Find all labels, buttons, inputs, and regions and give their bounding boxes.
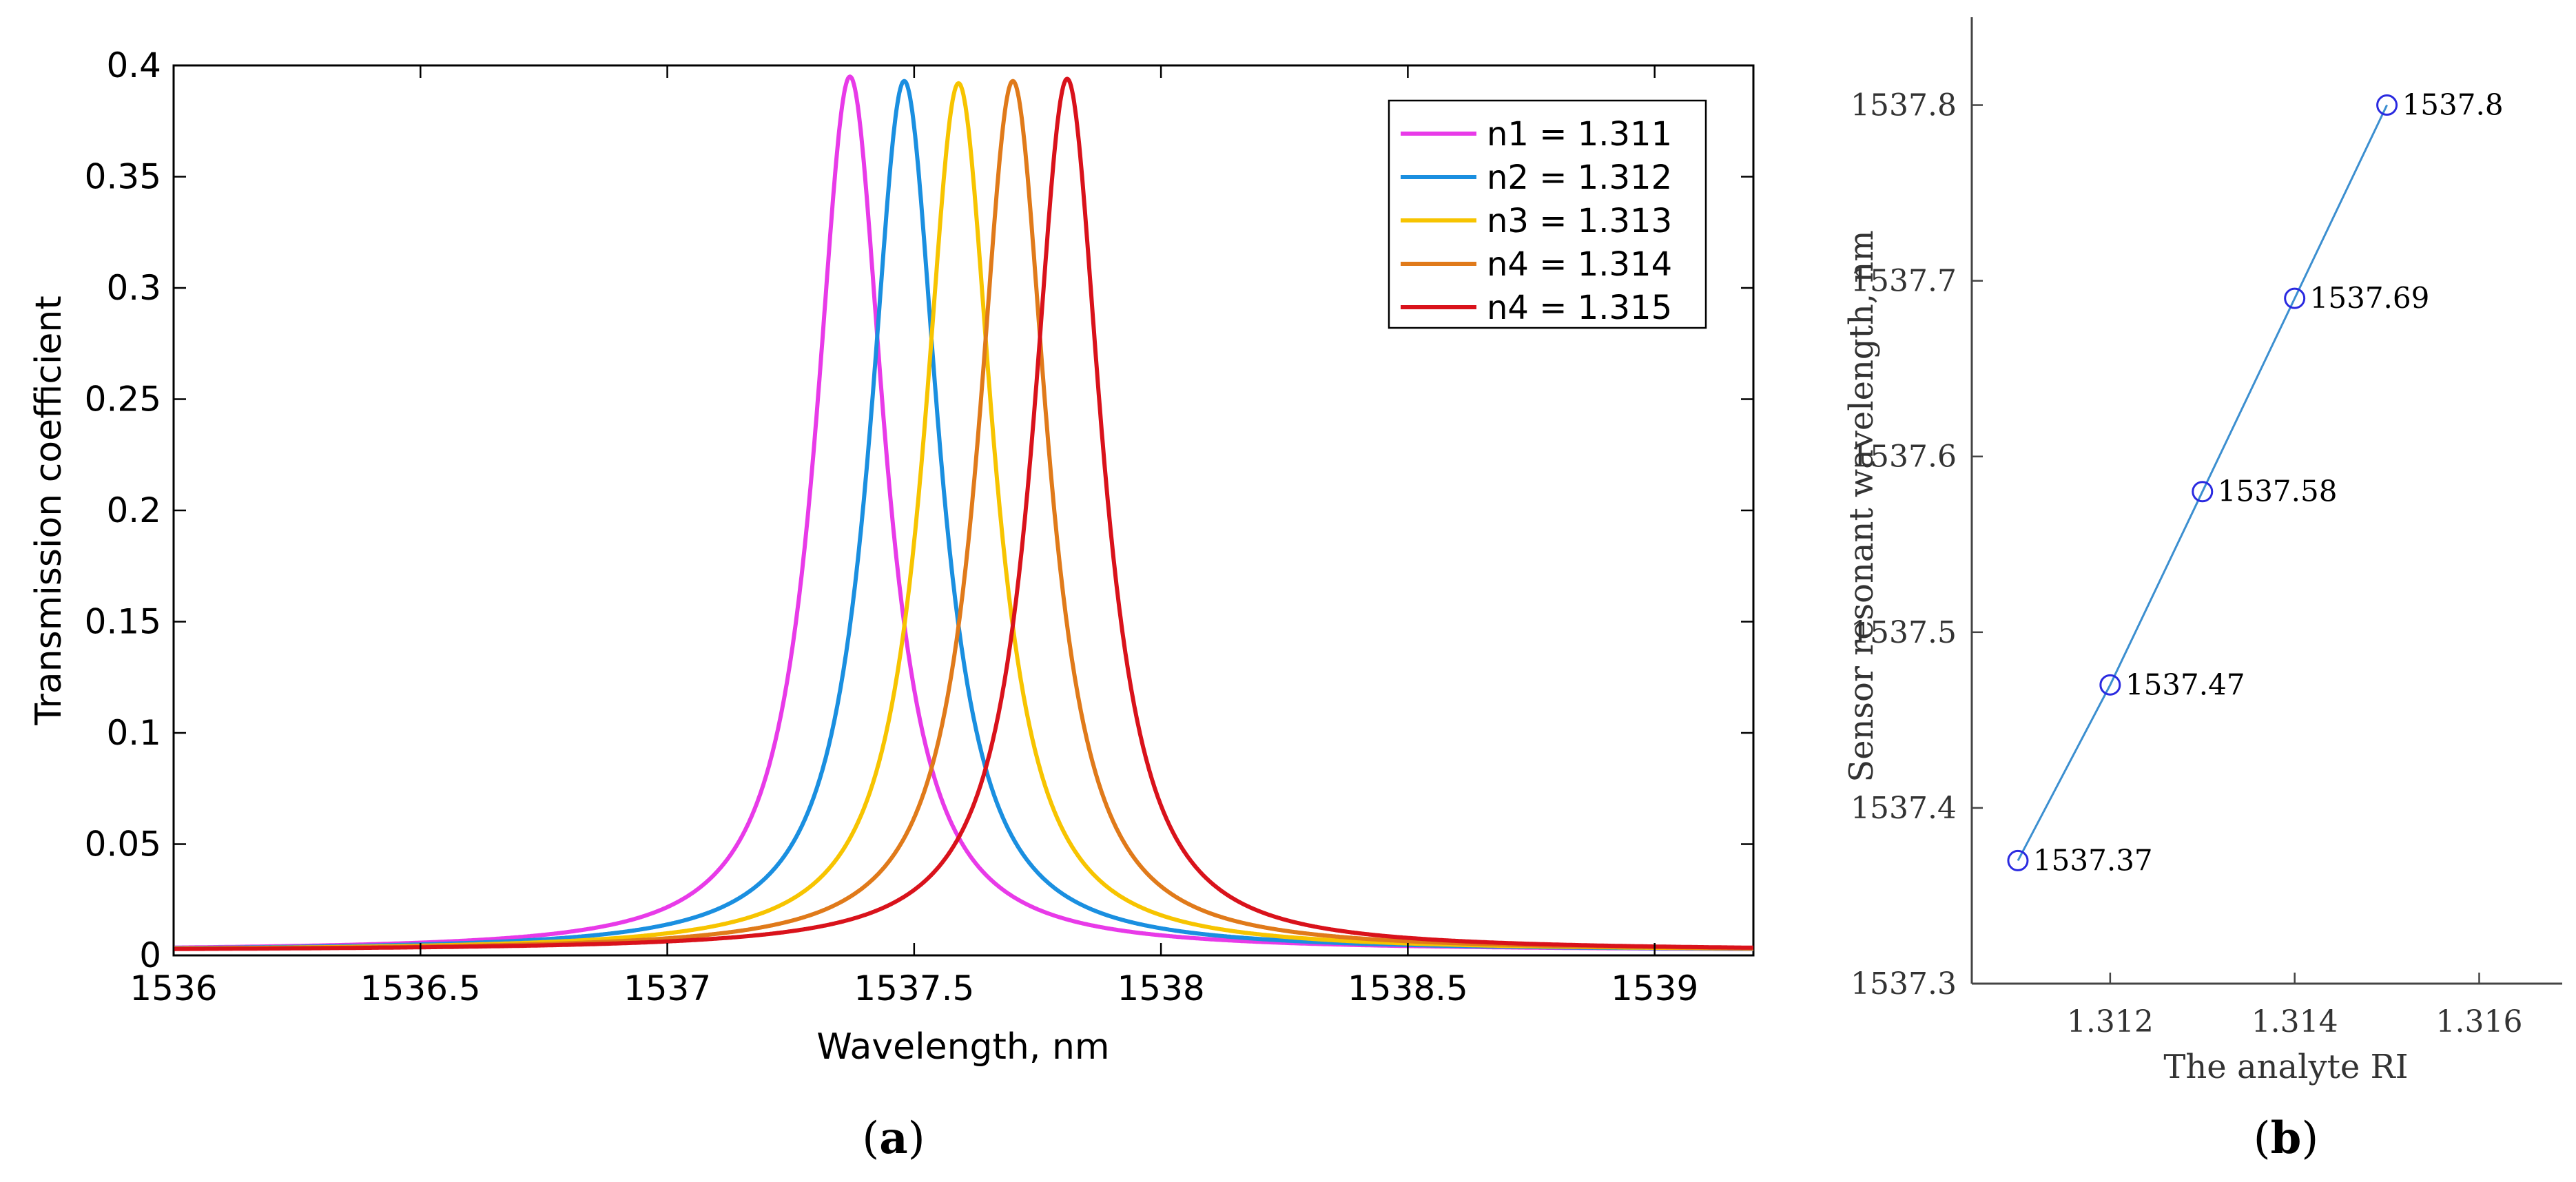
panel-b-y-tick-label: 1537.6 <box>1851 439 1957 475</box>
panel-b-y-ticks: 1537.3 1537.4 1537.5 1537.6 1537.7 1537.8 <box>1851 88 1983 1002</box>
panel-a-y-tick-label: 0.3 <box>106 268 161 308</box>
panel-a-y-tick-label: 0.2 <box>106 490 161 530</box>
panel-b-x-axis-label: The analyte RI <box>2163 1048 2408 1086</box>
panel-a-legend-entry: n2 = 1.312 <box>1487 158 1672 197</box>
panel-b-chart: 1.312 1.314 1.316 1537.3 1537.4 1537.5 1537.6… <box>1842 17 2562 1164</box>
panel-a-legend-box <box>1388 99 1707 329</box>
panel-a-x-tick-label: 1537.5 <box>854 968 974 1008</box>
panel-a-x-tick-label: 1536 <box>130 968 217 1008</box>
panel-a-legend: n1 = 1.311 n2 = 1.312 n3 = 1.313 n4 = 1.314… <box>1388 99 1707 329</box>
panel-a-caption: (a) <box>862 1112 925 1164</box>
panel-b-data-label: 1537.37 <box>2033 843 2153 877</box>
panel-a-y-tick-label: 0.35 <box>85 157 161 197</box>
panel-a-series-line <box>172 76 1755 951</box>
panel-a-legend-entry: n4 = 1.314 <box>1487 245 1672 284</box>
panel-b-y-tick-label: 1537.7 <box>1851 264 1957 299</box>
panel-a-x-tick-label: 1537 <box>624 968 711 1008</box>
panel-a-y-axis-label: Transmission coefficient <box>28 296 70 726</box>
panel-b-data-point <box>2284 287 2306 309</box>
panel-b-y-tick-label: 1537.5 <box>1851 615 1957 650</box>
panel-a-curves <box>172 74 1755 951</box>
panel-b-y-tick-label: 1537.8 <box>1851 88 1957 123</box>
panel-a-legend-entry: n4 = 1.315 <box>1487 289 1672 327</box>
panel-a-y-ticks: 0 0.05 0.1 0.15 0.2 0.25 0.3 0.35 0.4 <box>85 45 1753 975</box>
panel-a-x-tick-label: 1539 <box>1611 968 1698 1008</box>
panel-a-y-tick-label: 0.05 <box>85 825 161 864</box>
panel-a-x-tick-label: 1536.5 <box>360 968 481 1008</box>
panel-b-data-point <box>2007 849 2029 871</box>
panel-a-x-ticks: 1536 1536.5 1537 1537.5 1538 1538.5 1539 <box>130 65 1698 1008</box>
panel-b-caption-letter: b <box>2271 1112 2302 1164</box>
panel-a-y-tick-label: 0.1 <box>106 713 161 753</box>
panel-a-y-tick-label: 0.15 <box>85 602 161 642</box>
panel-b-y-axis-label: Sensor resonant wavelength, nm <box>1842 230 1881 782</box>
panel-b-data-label: 1537.69 <box>2310 281 2430 315</box>
panel-a-y-tick-label: 0.4 <box>106 45 161 85</box>
panel-b-fit-line <box>2017 104 2388 862</box>
panel-a-x-tick-label: 1538.5 <box>1348 968 1468 1008</box>
panel-b-x-tick-label: 1.312 <box>2067 1004 2154 1039</box>
panel-b-y-tick-label: 1537.3 <box>1851 966 1957 1002</box>
panel-a-x-tick-label: 1538 <box>1117 968 1205 1008</box>
panel-a-chart: 1536 1536.5 1537 1537.5 1538 1538.5 1539 0 0.05… <box>28 45 1755 1164</box>
panel-b-data-point <box>2192 481 2214 503</box>
panel-b-series: 1537.37 1537.47 1537.58 1537.69 1537.8 <box>2007 88 2504 877</box>
panel-b-x-tick-label: 1.316 <box>2436 1004 2523 1039</box>
panel-b-data-point <box>2099 674 2121 696</box>
panel-b-data-label: 1537.47 <box>2125 667 2245 701</box>
panel-b-data-point <box>2376 94 2398 116</box>
panel-b-x-ticks: 1.312 1.314 1.316 <box>2067 973 2523 1039</box>
panel-a-x-axis-label: Wavelength, nm <box>816 1026 1109 1068</box>
panel-b-data-label: 1537.58 <box>2218 475 2338 508</box>
panel-a-legend-entry: n3 = 1.313 <box>1487 202 1672 240</box>
panel-a-y-tick-label: 0 <box>139 935 161 975</box>
panel-a-legend-entry: n1 = 1.311 <box>1487 115 1672 154</box>
panel-b-x-tick-label: 1.314 <box>2252 1004 2338 1039</box>
panel-b-y-tick-label: 1537.4 <box>1851 791 1957 826</box>
panel-a-caption-letter: a <box>879 1112 907 1164</box>
panel-b-data-label: 1537.8 <box>2402 88 2504 122</box>
panel-a-y-tick-label: 0.25 <box>85 380 161 419</box>
panel-b-caption: (b) <box>2254 1112 2319 1164</box>
